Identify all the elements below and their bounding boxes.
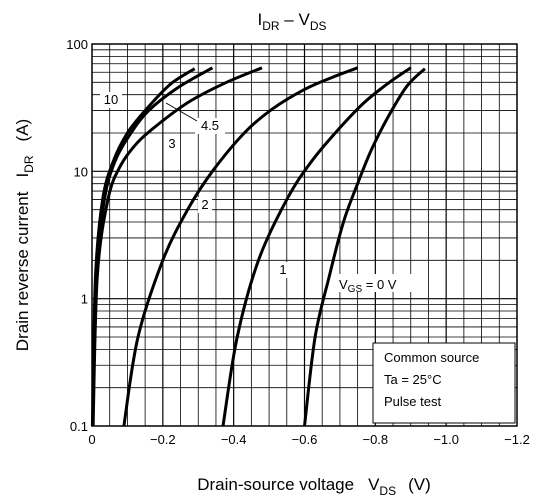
x-tick-label: −1.0 xyxy=(433,432,459,447)
curve-label-1: 1 xyxy=(279,262,286,277)
series-vgs-1 xyxy=(221,66,412,427)
y-tick-label: 10 xyxy=(74,164,88,179)
curve-label-3: 3 xyxy=(168,136,175,151)
x-tick-labels: 0 −0.2 −0.4 −0.6 −0.8 −1.0 −1.2 xyxy=(88,432,529,447)
curve-label-bg xyxy=(195,118,225,134)
vgs-label-bg xyxy=(336,274,418,292)
xlabel-main: Drain-source voltage xyxy=(197,475,354,494)
y-axis-label: Drain reverse current IDR (A) xyxy=(13,119,36,351)
y-tick-label: 0.1 xyxy=(70,419,88,434)
x-tick-label: −0.6 xyxy=(292,432,318,447)
xlabel-unit: (V) xyxy=(408,475,431,494)
series-group xyxy=(90,66,426,427)
title-tail-sub: DS xyxy=(310,19,327,33)
ylabel-main: Drain reverse current xyxy=(13,191,32,351)
y-tick-label: 100 xyxy=(66,37,88,52)
curve-labels: 10 4.5 3 2 1 VGS = 0 V xyxy=(100,92,418,295)
title-sep: – V xyxy=(280,10,311,29)
y-tick-labels: 0.1 1 10 100 xyxy=(66,37,88,434)
curve-label-vgs-0: VGS = 0 V xyxy=(339,277,397,295)
curve-label-bg xyxy=(100,92,122,108)
title-main-sub: DR xyxy=(262,19,280,33)
series-vgs-4-5 xyxy=(91,66,214,427)
x-axis-label: Drain-source voltage VDS (V) xyxy=(197,475,431,498)
xlabel-sym-sub: DS xyxy=(379,484,396,498)
series-vgs-0 xyxy=(303,67,426,427)
ylabel-unit: (A) xyxy=(13,119,32,142)
x-tick-label: −0.2 xyxy=(150,432,176,447)
ylabel-sym-sub: DR xyxy=(22,155,36,173)
curve-label-2: 2 xyxy=(201,197,208,212)
annotation-line-1: Common source xyxy=(384,350,479,365)
annotation-line-2: Ta = 25°C xyxy=(384,372,442,387)
curve-label-bg xyxy=(198,197,212,213)
annotation-box xyxy=(372,342,516,424)
x-tick-label: −0.8 xyxy=(362,432,388,447)
chart-title: IDR – VDS xyxy=(258,10,327,33)
curve-label-bg xyxy=(165,136,179,152)
curve-label-bg xyxy=(276,262,290,278)
leader-line-4-5 xyxy=(165,102,198,122)
series-vgs-10 xyxy=(90,67,196,427)
curve-label-10: 10 xyxy=(104,92,118,107)
series-vgs-2 xyxy=(122,66,359,427)
series-vgs-3 xyxy=(91,66,263,427)
x-tick-label: 0 xyxy=(88,432,95,447)
annotation-line-3: Pulse test xyxy=(384,394,441,409)
x-tick-label: −1.2 xyxy=(504,432,530,447)
xlabel-sym: V xyxy=(368,475,380,494)
curve-label-4-5: 4.5 xyxy=(201,118,219,133)
title-main: I xyxy=(258,10,263,29)
y-tick-label: 1 xyxy=(81,292,88,307)
ylabel-sym: I xyxy=(13,173,32,178)
x-tick-label: −0.4 xyxy=(221,432,247,447)
